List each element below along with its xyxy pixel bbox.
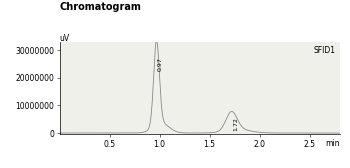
Text: uV: uV — [60, 34, 70, 43]
Text: 1.72: 1.72 — [233, 117, 238, 131]
Text: 0.97: 0.97 — [158, 57, 163, 71]
Text: Chromatogram: Chromatogram — [60, 2, 141, 12]
Text: min: min — [325, 139, 340, 149]
Text: SFID1: SFID1 — [313, 46, 335, 55]
